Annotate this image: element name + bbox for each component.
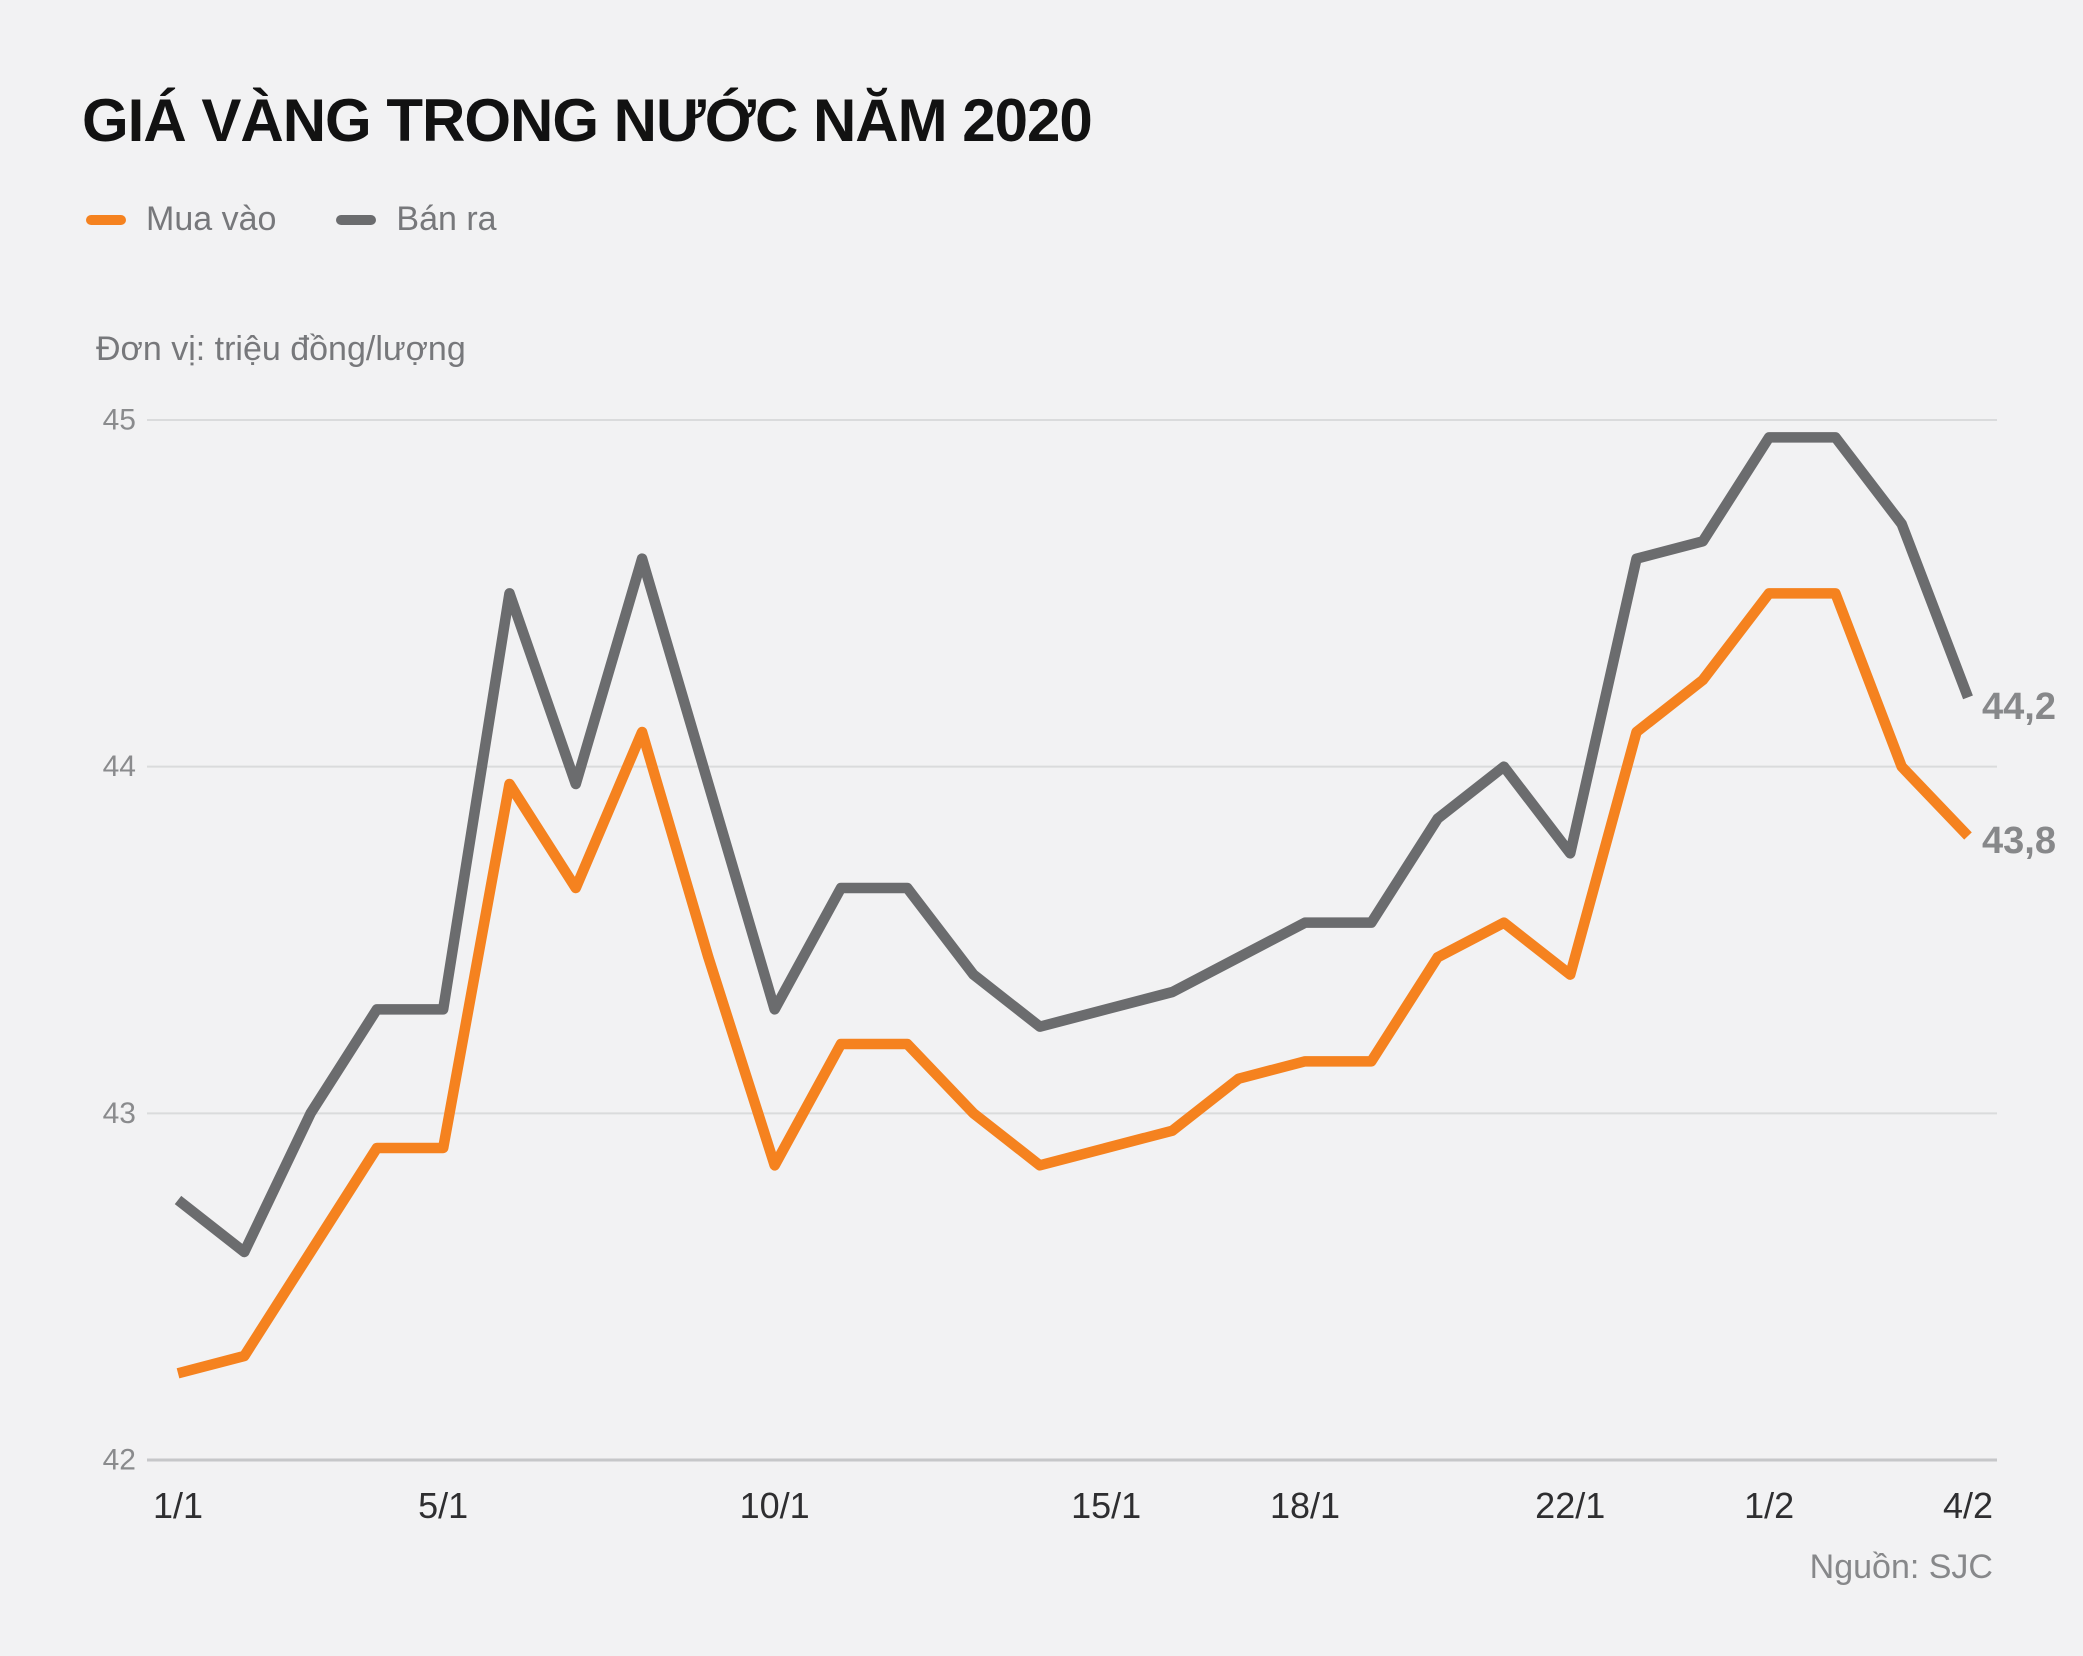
x-tick-label: 18/1: [1270, 1485, 1340, 1526]
buy-line: [176, 588, 1972, 1379]
y-tick-label: 44: [103, 750, 136, 783]
sell-line-end-value-label: 44,2: [1982, 686, 2056, 728]
x-tick-label: 5/1: [418, 1485, 468, 1526]
sell-series-swatch-icon: [336, 214, 377, 225]
page-title: GIÁ VÀNG TRONG NƯỚC NĂM 2020: [82, 87, 1093, 154]
legend-item-buy: Mua vào: [86, 200, 276, 239]
legend-item-label: Bán ra: [396, 200, 497, 238]
buy-series-swatch-icon: [86, 214, 126, 225]
x-tick-label: 15/1: [1071, 1485, 1141, 1526]
y-tick-label: 45: [103, 404, 136, 437]
x-tick-label: 22/1: [1535, 1485, 1605, 1526]
x-tick-label: 1/2: [1744, 1485, 1794, 1526]
legend-item-sell: Bán ra: [336, 200, 497, 239]
buy-line-end-value-label: 43,8: [1982, 820, 2056, 862]
x-tick-label: 4/2: [1943, 1485, 1993, 1526]
legend-item-label: Mua vào: [146, 200, 277, 238]
y-tick-label: 43: [103, 1097, 136, 1130]
x-tick-label: 1/1: [153, 1485, 203, 1526]
unit-label: Đơn vị: triệu đồng/lượng: [96, 330, 466, 368]
x-tick-label: 10/1: [740, 1485, 810, 1526]
y-tick-label: 42: [103, 1444, 136, 1477]
legend: Mua vào Bán ra: [86, 200, 497, 239]
source-attribution: Nguồn: SJC: [1809, 1548, 1993, 1586]
sell-line: [174, 432, 1973, 1258]
